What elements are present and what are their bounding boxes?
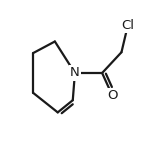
Text: N: N — [70, 66, 80, 80]
Text: Cl: Cl — [121, 19, 134, 32]
Text: O: O — [107, 89, 117, 102]
